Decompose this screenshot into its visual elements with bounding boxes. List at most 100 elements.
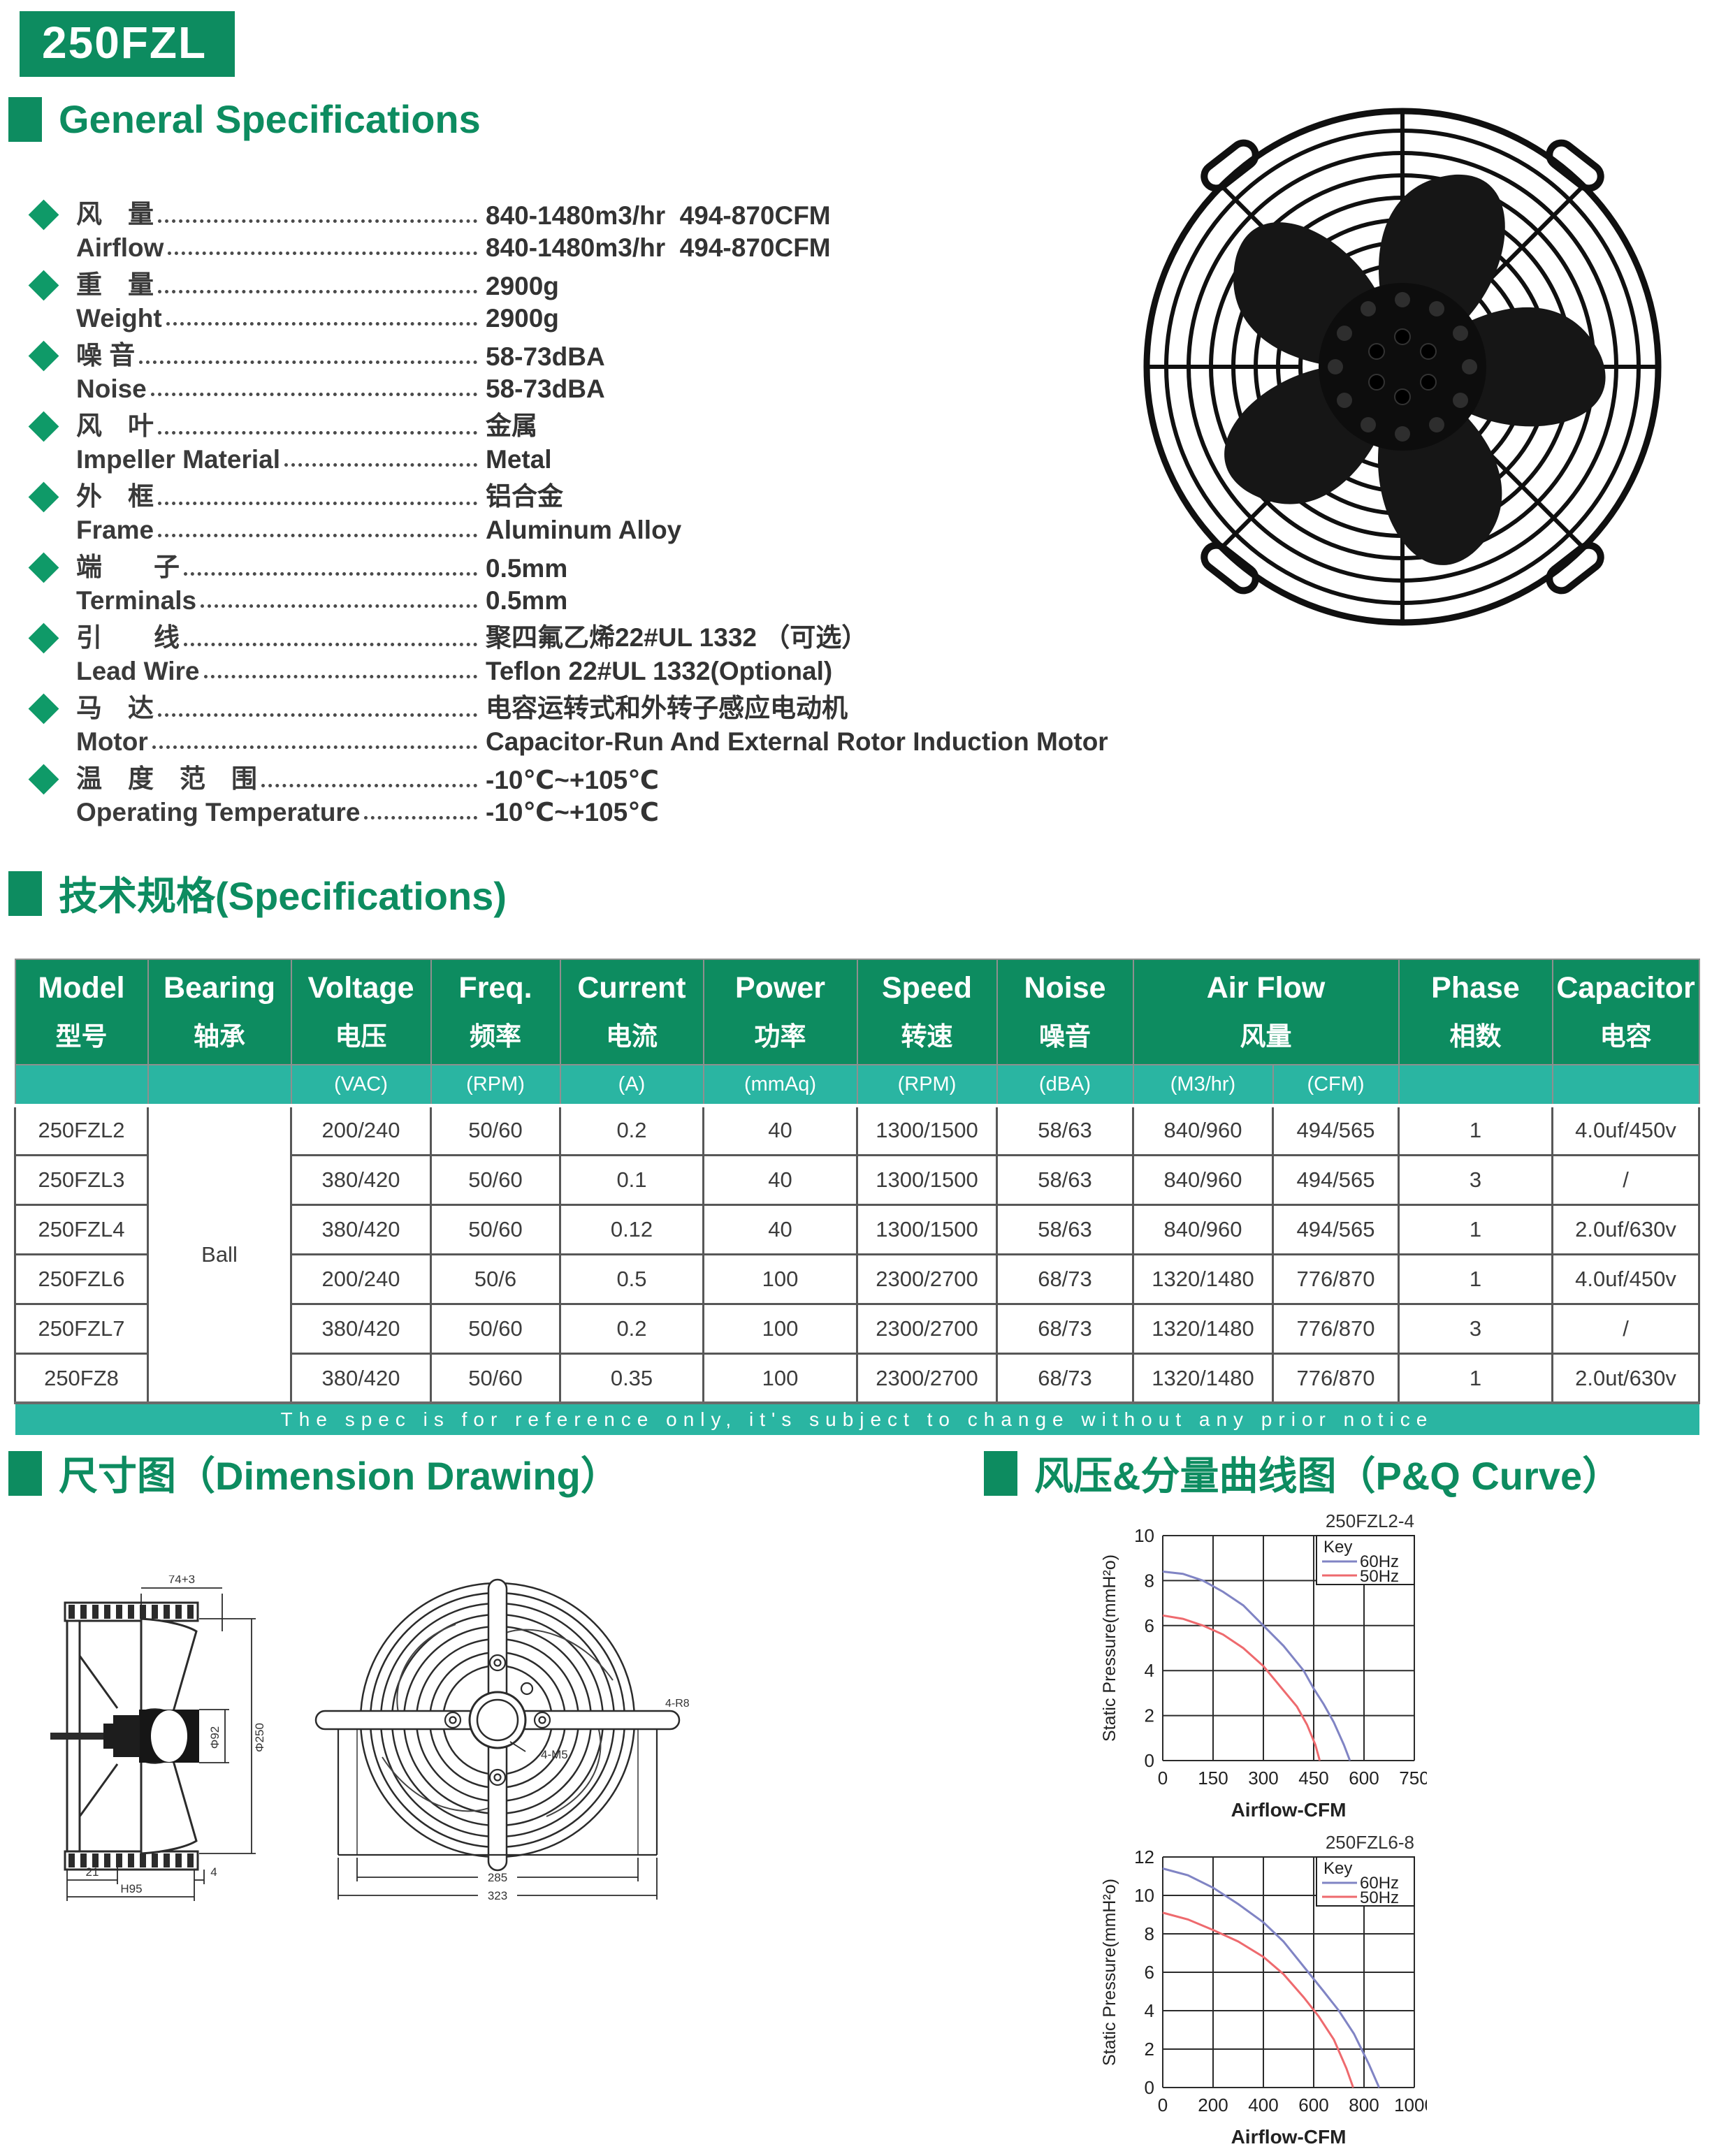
table-cell: 2.0uf/630v	[1551, 1203, 1701, 1255]
spec-value-en: 2900g	[486, 304, 559, 333]
table-cell: 1300/1500	[856, 1104, 998, 1156]
spec-value-zh: 聚四氟乙烯22#UL 1332 （可选）	[486, 623, 868, 652]
table-cell: 200/240	[290, 1104, 432, 1156]
spec-label-zh: 重 量	[76, 270, 154, 299]
svg-text:50Hz: 50Hz	[1360, 1888, 1399, 1907]
table-cell: 100	[702, 1352, 858, 1404]
column-header: Speed 转速	[856, 958, 998, 1066]
table-cell: 840/960	[1132, 1104, 1274, 1156]
svg-text:8: 8	[1145, 1570, 1154, 1591]
table-cell: 50/60	[430, 1203, 561, 1255]
spec-item: 风 量 840-1480m3/hr 494-870CFM Airflow 840-14…	[28, 198, 1191, 263]
table-cell: 250FZL3	[14, 1153, 149, 1206]
table-cell: 40	[702, 1203, 858, 1255]
table-cell: 2300/2700	[856, 1302, 998, 1355]
axis-ticks: 0 150 300 450 600 750 0 2 4 6 8 10	[1134, 1525, 1430, 1789]
table-cell: 1	[1398, 1104, 1554, 1156]
column-header: Noise 噪音	[996, 958, 1134, 1066]
svg-text:800: 800	[1349, 2095, 1379, 2115]
model-badge: 250FZL	[20, 11, 235, 77]
spec-row-en: Frame Aluminum Alloy	[76, 513, 1191, 545]
spec-row-zh: 噪 音 58-73dBA	[76, 340, 1191, 372]
dim-label: 74+3	[168, 1575, 195, 1586]
spec-value-en: Aluminum Alloy	[486, 516, 682, 544]
svg-text:200: 200	[1198, 2095, 1228, 2115]
column-header: Bearing 轴承	[147, 958, 292, 1066]
curve-60Hz	[1162, 1867, 1380, 2088]
spec-value-en: Metal	[486, 445, 552, 474]
table-cell: 50/60	[430, 1302, 561, 1355]
column-header: Air Flow 风量	[1132, 958, 1400, 1066]
diamond-bullet-icon	[28, 764, 59, 795]
table-cell: 68/73	[996, 1253, 1134, 1305]
spec-row-zh: 风 叶 金属	[76, 410, 1191, 442]
column-header: Voltage 电压	[290, 958, 432, 1066]
table-cell: 200/240	[290, 1253, 432, 1305]
spec-label-en: Impeller Material	[76, 445, 281, 474]
table-cell: 0.35	[559, 1352, 704, 1404]
section-dimension-drawing: 尺寸图（Dimension Drawing）	[8, 1445, 620, 1501]
svg-text:2: 2	[1145, 1705, 1154, 1726]
svg-text:450: 450	[1298, 1768, 1328, 1789]
spec-value-zh: 840-1480m3/hr 494-870CFM	[486, 201, 831, 230]
table-cell: 380/420	[290, 1302, 432, 1355]
svg-text:8: 8	[1145, 1923, 1154, 1944]
table-cell: 776/870	[1271, 1302, 1400, 1355]
spec-value-en: -10℃~+105℃	[486, 798, 660, 826]
svg-text:0: 0	[1145, 1750, 1154, 1771]
dim-label: 323	[488, 1889, 507, 1902]
spec-row-zh: 引 线 聚四氟乙烯22#UL 1332 （可选）	[76, 622, 1191, 654]
table-cell: 1	[1398, 1352, 1554, 1404]
spec-row-en: Noise 58-73dBA	[76, 372, 1191, 404]
table-cell: 776/870	[1271, 1253, 1400, 1305]
dot-leader	[158, 713, 477, 717]
table-cell: 1	[1398, 1253, 1554, 1305]
table-cell: 3	[1398, 1153, 1554, 1206]
dot-leader	[201, 604, 477, 608]
curve-50Hz	[1162, 1911, 1354, 2088]
spec-row-zh: 温 度 范 围 -10℃~+105℃	[76, 763, 1191, 795]
section-title: 技术规格(Specifications)	[59, 874, 507, 918]
table-cell: 380/420	[290, 1352, 432, 1404]
spec-label-zh: 噪 音	[76, 341, 136, 370]
spec-item: 端 子 0.5mm Terminals 0.5mm	[28, 551, 1191, 616]
spec-label-zh: 风 叶	[76, 411, 154, 440]
table-cell: 1320/1480	[1132, 1302, 1274, 1355]
table-note: The spec is for reference only, it's sub…	[15, 1401, 1699, 1436]
spec-label-zh: 引 线	[76, 623, 180, 652]
spec-label-zh: 端 子	[76, 553, 180, 581]
section-block-icon	[984, 1450, 1017, 1496]
table-row: 250FZL7 380/420 50/60 0.2 100 2300/2700 68/73 1…	[14, 1302, 1701, 1355]
unit-cell: (M3/hr)	[1132, 1064, 1274, 1107]
dim-label: 4	[210, 1865, 217, 1879]
table-cell: 1320/1480	[1132, 1352, 1274, 1404]
dot-leader	[158, 534, 477, 537]
spec-item: 温 度 范 围 -10℃~+105℃ Operating Temperature -1…	[28, 763, 1191, 827]
svg-text:Key: Key	[1323, 1859, 1352, 1878]
column-header: Model 型号	[14, 958, 149, 1066]
table-cell: 40	[702, 1104, 858, 1156]
curve-50Hz	[1162, 1614, 1321, 1761]
spec-item: 重 量 2900g Weight 2900g	[28, 269, 1191, 333]
dot-leader	[158, 502, 477, 505]
diamond-bullet-icon	[28, 199, 59, 231]
section-block-icon	[8, 871, 42, 916]
svg-text:600: 600	[1349, 1768, 1379, 1789]
table-row: 250FZL4 380/420 50/60 0.12 40 1300/1500 58/63 8…	[14, 1203, 1701, 1255]
x-axis-label: Airflow-CFM	[1231, 2126, 1347, 2148]
table-cell: 2.0ut/630v	[1551, 1352, 1701, 1404]
spec-label-en: Motor	[76, 727, 148, 756]
spec-value-zh: 铝合金	[486, 482, 563, 511]
spec-label-en: Airflow	[76, 233, 164, 262]
column-header: Freq. 频率	[430, 958, 561, 1066]
table-cell: 3	[1398, 1302, 1554, 1355]
spec-label-zh: 外 框	[76, 482, 154, 511]
y-axis-label: Static Pressure(mmH²o)	[1100, 1879, 1119, 2066]
table-cell: 2300/2700	[856, 1352, 998, 1404]
table-cell: 0.2	[559, 1104, 704, 1156]
